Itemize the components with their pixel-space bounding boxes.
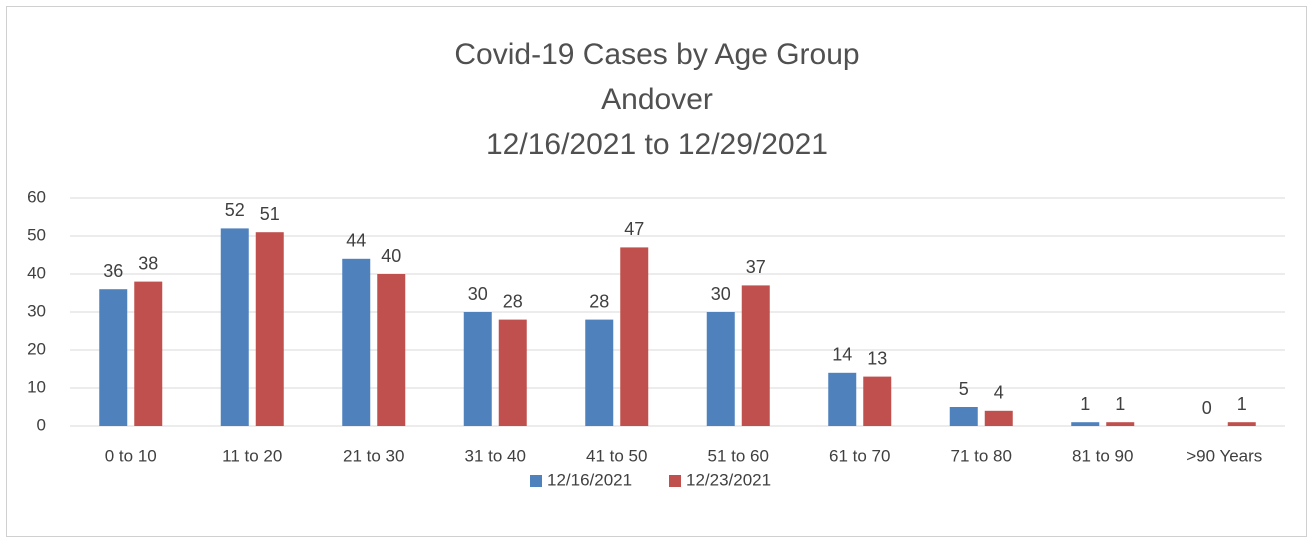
data-label: 51 bbox=[260, 204, 280, 224]
bar bbox=[1071, 422, 1100, 426]
bar bbox=[741, 285, 770, 426]
y-tick-label: 20 bbox=[27, 339, 46, 358]
data-label: 1 bbox=[1115, 394, 1125, 414]
bar bbox=[620, 247, 649, 426]
data-label: 52 bbox=[225, 200, 245, 220]
bar bbox=[377, 274, 406, 426]
x-tick-label: 81 to 90 bbox=[1072, 446, 1133, 465]
data-label: 40 bbox=[381, 246, 401, 266]
data-label: 4 bbox=[994, 383, 1004, 403]
bar bbox=[1227, 422, 1256, 426]
data-label: 1 bbox=[1237, 394, 1247, 414]
chart-subtitle: Andover bbox=[601, 83, 713, 116]
x-tick-label: 61 to 70 bbox=[829, 446, 890, 465]
x-tick-label: 41 to 50 bbox=[586, 446, 647, 465]
y-tick-label: 0 bbox=[37, 415, 46, 434]
bar bbox=[1106, 422, 1135, 426]
bar bbox=[220, 228, 249, 426]
bar bbox=[99, 289, 128, 426]
bar bbox=[828, 372, 857, 426]
bar bbox=[984, 410, 1013, 426]
bar bbox=[706, 312, 735, 426]
data-label: 47 bbox=[624, 219, 644, 239]
bar bbox=[949, 407, 978, 426]
y-tick-label: 30 bbox=[27, 301, 46, 320]
bar bbox=[134, 281, 163, 426]
legend-swatch bbox=[530, 475, 542, 487]
x-tick-label: 0 to 10 bbox=[105, 446, 157, 465]
y-tick-label: 10 bbox=[27, 377, 46, 396]
legend-label: 12/16/2021 bbox=[547, 470, 632, 489]
data-label: 5 bbox=[959, 379, 969, 399]
data-label: 37 bbox=[746, 257, 766, 277]
data-label: 30 bbox=[468, 284, 488, 304]
legend-swatch bbox=[669, 475, 681, 487]
data-label: 44 bbox=[346, 231, 366, 251]
bar bbox=[863, 376, 892, 426]
bar bbox=[342, 258, 371, 426]
legend-label: 12/23/2021 bbox=[686, 470, 771, 489]
x-tick-label: 11 to 20 bbox=[222, 446, 282, 465]
y-tick-label: 40 bbox=[27, 263, 46, 282]
data-label: 38 bbox=[138, 253, 158, 273]
y-tick-label: 50 bbox=[27, 225, 46, 244]
data-label: 28 bbox=[503, 291, 523, 311]
x-tick-label: 31 to 40 bbox=[465, 446, 526, 465]
data-label: 28 bbox=[589, 291, 609, 311]
x-tick-label: 21 to 30 bbox=[343, 446, 404, 465]
data-label: 36 bbox=[103, 261, 123, 281]
bar bbox=[585, 319, 614, 426]
data-label: 14 bbox=[832, 345, 852, 365]
bar bbox=[498, 319, 527, 426]
bar bbox=[255, 232, 284, 426]
y-tick-label: 60 bbox=[27, 187, 46, 206]
x-tick-label: >90 Years bbox=[1186, 446, 1262, 465]
chart-title: Covid-19 Cases by Age Group bbox=[454, 38, 859, 71]
data-label: 30 bbox=[711, 284, 731, 304]
data-label: 0 bbox=[1202, 398, 1212, 418]
bar bbox=[463, 312, 492, 426]
chart-subtitle: 12/16/2021 to 12/29/2021 bbox=[486, 128, 828, 161]
data-label: 13 bbox=[867, 348, 887, 368]
data-label: 1 bbox=[1080, 394, 1090, 414]
x-tick-label: 51 to 60 bbox=[708, 446, 769, 465]
x-tick-label: 71 to 80 bbox=[951, 446, 1012, 465]
